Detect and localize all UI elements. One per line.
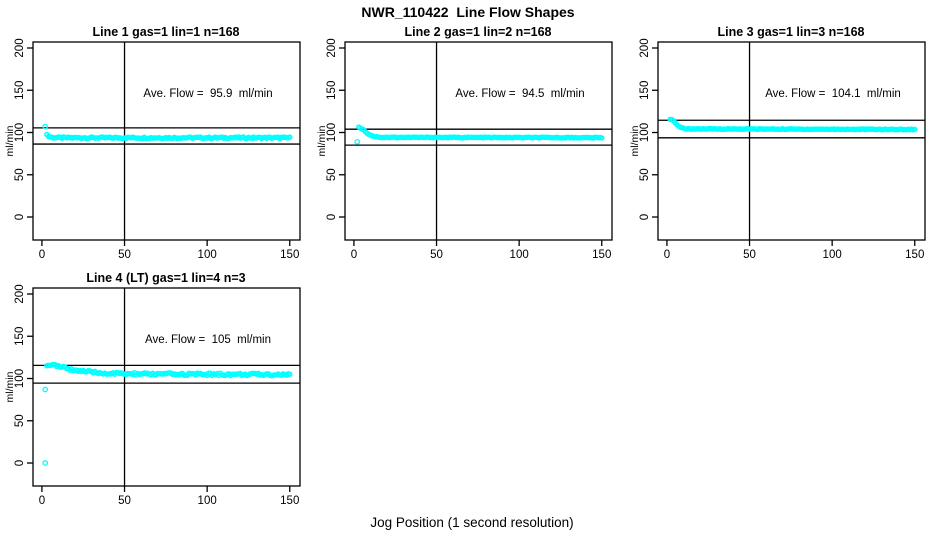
panel1-ave-flow-annotation: Ave. Flow = 95.9 ml/min xyxy=(143,88,272,100)
panel2-plot-area: 0 50 100 150 0 50 100 150 200 xyxy=(326,38,613,261)
flow-point xyxy=(912,126,918,133)
y-tick-label: 150 xyxy=(14,81,26,100)
data-points xyxy=(667,116,918,133)
y-tick-label: 200 xyxy=(639,38,651,57)
flow-point xyxy=(287,371,293,377)
y-tick-label: 150 xyxy=(326,81,338,100)
panel4-plot-area: 0 50 100 150 0 50 100 150 200 xyxy=(14,284,301,507)
y-tick-label: 0 xyxy=(14,214,26,220)
outlier-point xyxy=(42,386,49,393)
y-tick-label: 100 xyxy=(326,123,338,142)
y-tick-label: 50 xyxy=(14,168,26,181)
x-tick-label: 100 xyxy=(823,249,842,261)
panel2-ave-flow-annotation: Ave. Flow = 94.5 ml/min xyxy=(455,88,584,100)
y-tick-label: 50 xyxy=(639,168,651,181)
figure-title: NWR_110422 Line Flow Shapes xyxy=(361,4,574,20)
panel4-title: Line 4 (LT) gas=1 lin=4 n=3 xyxy=(86,271,245,285)
panel3-ave-flow-annotation: Ave. Flow = 104.1 ml/min xyxy=(765,88,901,100)
axes xyxy=(652,41,926,246)
panel4-ave-flow-annotation: Ave. Flow = 105 ml/min xyxy=(145,334,271,346)
x-tick-label: 150 xyxy=(592,249,611,261)
x-tick-label: 150 xyxy=(905,249,924,261)
axes xyxy=(339,41,613,246)
x-tick-label: 150 xyxy=(280,495,299,507)
panel1-plot-area: 0 50 100 150 0 50 100 150 200 xyxy=(14,38,301,261)
panel1-title: Line 1 gas=1 lin=1 n=168 xyxy=(93,25,240,39)
panel2-title: Line 2 gas=1 lin=2 n=168 xyxy=(405,25,552,39)
y-tick-label: 150 xyxy=(639,81,651,100)
x-tick-label: 50 xyxy=(118,495,131,507)
y-tick-label: 200 xyxy=(14,284,26,303)
y-tick-label: 200 xyxy=(14,38,26,57)
y-tick-label: 100 xyxy=(14,123,26,142)
x-tick-label: 150 xyxy=(280,249,299,261)
panel3-title: Line 3 gas=1 lin=3 n=168 xyxy=(718,25,865,39)
flow-point xyxy=(287,134,293,140)
x-tick-label: 50 xyxy=(430,249,443,261)
x-tick-label: 0 xyxy=(351,249,357,261)
data-points xyxy=(354,124,605,145)
panel3-plot-area: 0 50 100 150 0 50 100 150 200 xyxy=(639,38,926,261)
panel3-y-axis-label: ml/min xyxy=(629,125,641,156)
figure-x-axis-label: Jog Position (1 second resolution) xyxy=(370,515,573,530)
data-points xyxy=(42,361,293,466)
flow-point xyxy=(599,135,605,141)
y-tick-label: 200 xyxy=(326,38,338,57)
x-tick-label: 0 xyxy=(39,249,45,261)
x-tick-label: 50 xyxy=(118,249,131,261)
panel4-y-axis-label: ml/min xyxy=(4,371,16,402)
outlier-point xyxy=(42,460,49,466)
outlier-point xyxy=(42,123,49,130)
y-tick-label: 150 xyxy=(14,327,26,346)
y-tick-label: 50 xyxy=(14,414,26,427)
y-tick-label: 0 xyxy=(639,214,651,220)
y-tick-label: 0 xyxy=(14,460,26,466)
x-tick-label: 100 xyxy=(198,495,217,507)
axes xyxy=(27,41,301,246)
data-points xyxy=(42,123,293,142)
x-tick-label: 0 xyxy=(39,495,45,507)
panel1-y-axis-label: ml/min xyxy=(4,125,16,156)
y-tick-label: 0 xyxy=(326,214,338,220)
y-tick-label: 50 xyxy=(326,168,338,181)
x-tick-label: 0 xyxy=(664,249,670,261)
panel2-y-axis-label: ml/min xyxy=(316,125,328,156)
x-tick-label: 100 xyxy=(510,249,529,261)
x-tick-label: 50 xyxy=(743,249,756,261)
outlier-point xyxy=(354,138,361,145)
y-tick-label: 100 xyxy=(639,123,651,142)
x-tick-label: 100 xyxy=(198,249,217,261)
y-tick-label: 100 xyxy=(14,369,26,388)
axes xyxy=(27,287,301,492)
